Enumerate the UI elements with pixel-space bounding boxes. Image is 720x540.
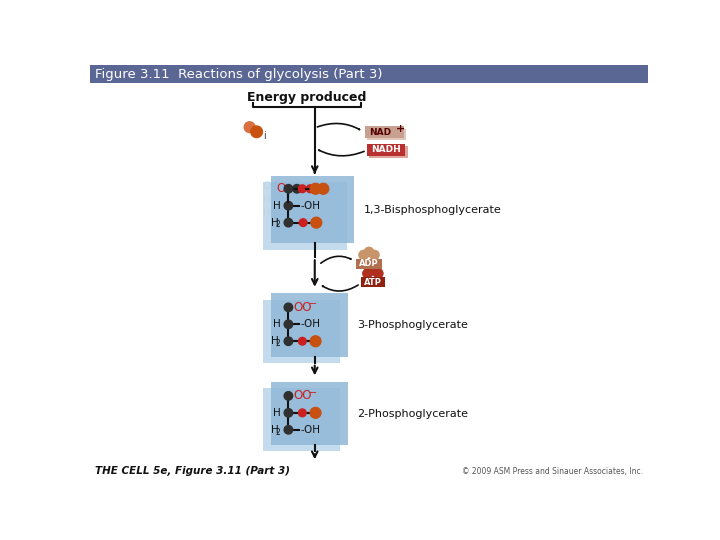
FancyBboxPatch shape — [367, 129, 406, 140]
Text: −: − — [310, 299, 318, 309]
FancyBboxPatch shape — [271, 382, 348, 445]
Circle shape — [300, 219, 307, 226]
Text: −: − — [310, 388, 318, 398]
Text: Energy produced: Energy produced — [247, 91, 366, 104]
Text: 1,3-Bisphosphoglycerate: 1,3-Bisphosphoglycerate — [364, 205, 501, 214]
Circle shape — [310, 184, 321, 194]
Circle shape — [284, 392, 292, 400]
Circle shape — [318, 184, 329, 194]
Circle shape — [299, 185, 306, 193]
Circle shape — [284, 303, 292, 312]
FancyBboxPatch shape — [365, 126, 404, 138]
Text: O=: O= — [263, 181, 280, 192]
Text: -OH: -OH — [300, 319, 320, 329]
Circle shape — [306, 185, 314, 193]
Circle shape — [311, 217, 322, 228]
Circle shape — [284, 337, 292, 346]
Text: H: H — [273, 408, 281, 418]
Text: © 2009 ASM Press and Sinauer Associates, Inc.: © 2009 ASM Press and Sinauer Associates,… — [462, 467, 642, 476]
Circle shape — [363, 269, 372, 278]
FancyBboxPatch shape — [271, 176, 354, 244]
Circle shape — [359, 251, 368, 260]
Text: H: H — [273, 201, 281, 211]
Text: 2-Phosphoglycerate: 2-Phosphoglycerate — [357, 409, 469, 419]
Circle shape — [374, 269, 383, 278]
Text: 3-Phosphoglycerate: 3-Phosphoglycerate — [357, 320, 468, 330]
Text: 2: 2 — [276, 339, 281, 348]
FancyArrowPatch shape — [318, 124, 359, 130]
Text: THE CELL 5e, Figure 3.11 (Part 3): THE CELL 5e, Figure 3.11 (Part 3) — [96, 467, 290, 476]
Text: OO: OO — [293, 301, 312, 314]
FancyBboxPatch shape — [271, 294, 348, 356]
Circle shape — [364, 247, 374, 256]
Circle shape — [251, 126, 262, 138]
Text: OO: OO — [293, 389, 312, 402]
Circle shape — [284, 426, 292, 434]
FancyBboxPatch shape — [263, 300, 341, 363]
FancyArrowPatch shape — [319, 150, 364, 156]
Circle shape — [292, 185, 301, 193]
Text: H: H — [271, 336, 279, 346]
Text: 2: 2 — [276, 220, 281, 230]
FancyBboxPatch shape — [361, 278, 384, 287]
Text: O=: O= — [276, 183, 296, 195]
Circle shape — [310, 336, 321, 347]
Circle shape — [299, 338, 306, 345]
Text: +: + — [396, 125, 405, 134]
Text: NAD: NAD — [369, 127, 392, 137]
Text: 2: 2 — [276, 428, 281, 436]
Circle shape — [284, 409, 292, 417]
Text: Figure 3.11  Reactions of glycolysis (Part 3): Figure 3.11 Reactions of glycolysis (Par… — [96, 68, 383, 80]
FancyBboxPatch shape — [263, 388, 341, 451]
Text: H₂C: H₂C — [263, 208, 282, 218]
Circle shape — [284, 185, 292, 193]
Circle shape — [284, 320, 292, 328]
Circle shape — [299, 409, 306, 417]
Text: i: i — [264, 131, 266, 140]
Circle shape — [284, 201, 292, 210]
Text: ADP: ADP — [359, 259, 379, 268]
FancyArrowPatch shape — [321, 256, 351, 263]
FancyBboxPatch shape — [90, 65, 648, 83]
Text: ATP: ATP — [364, 278, 382, 287]
Circle shape — [284, 218, 292, 227]
Text: H: H — [271, 218, 279, 228]
FancyBboxPatch shape — [366, 144, 405, 156]
Text: -OH: -OH — [300, 425, 320, 435]
Circle shape — [310, 408, 321, 418]
Circle shape — [368, 266, 377, 275]
Text: NADH: NADH — [372, 145, 401, 154]
FancyBboxPatch shape — [369, 146, 408, 158]
Circle shape — [370, 251, 379, 260]
FancyArrowPatch shape — [323, 285, 358, 291]
FancyBboxPatch shape — [263, 182, 346, 249]
Text: HC: HC — [263, 194, 278, 205]
Text: -OH: -OH — [300, 201, 320, 211]
FancyBboxPatch shape — [356, 259, 382, 269]
Text: H: H — [271, 425, 279, 435]
Circle shape — [244, 122, 255, 132]
Text: H: H — [273, 319, 281, 329]
